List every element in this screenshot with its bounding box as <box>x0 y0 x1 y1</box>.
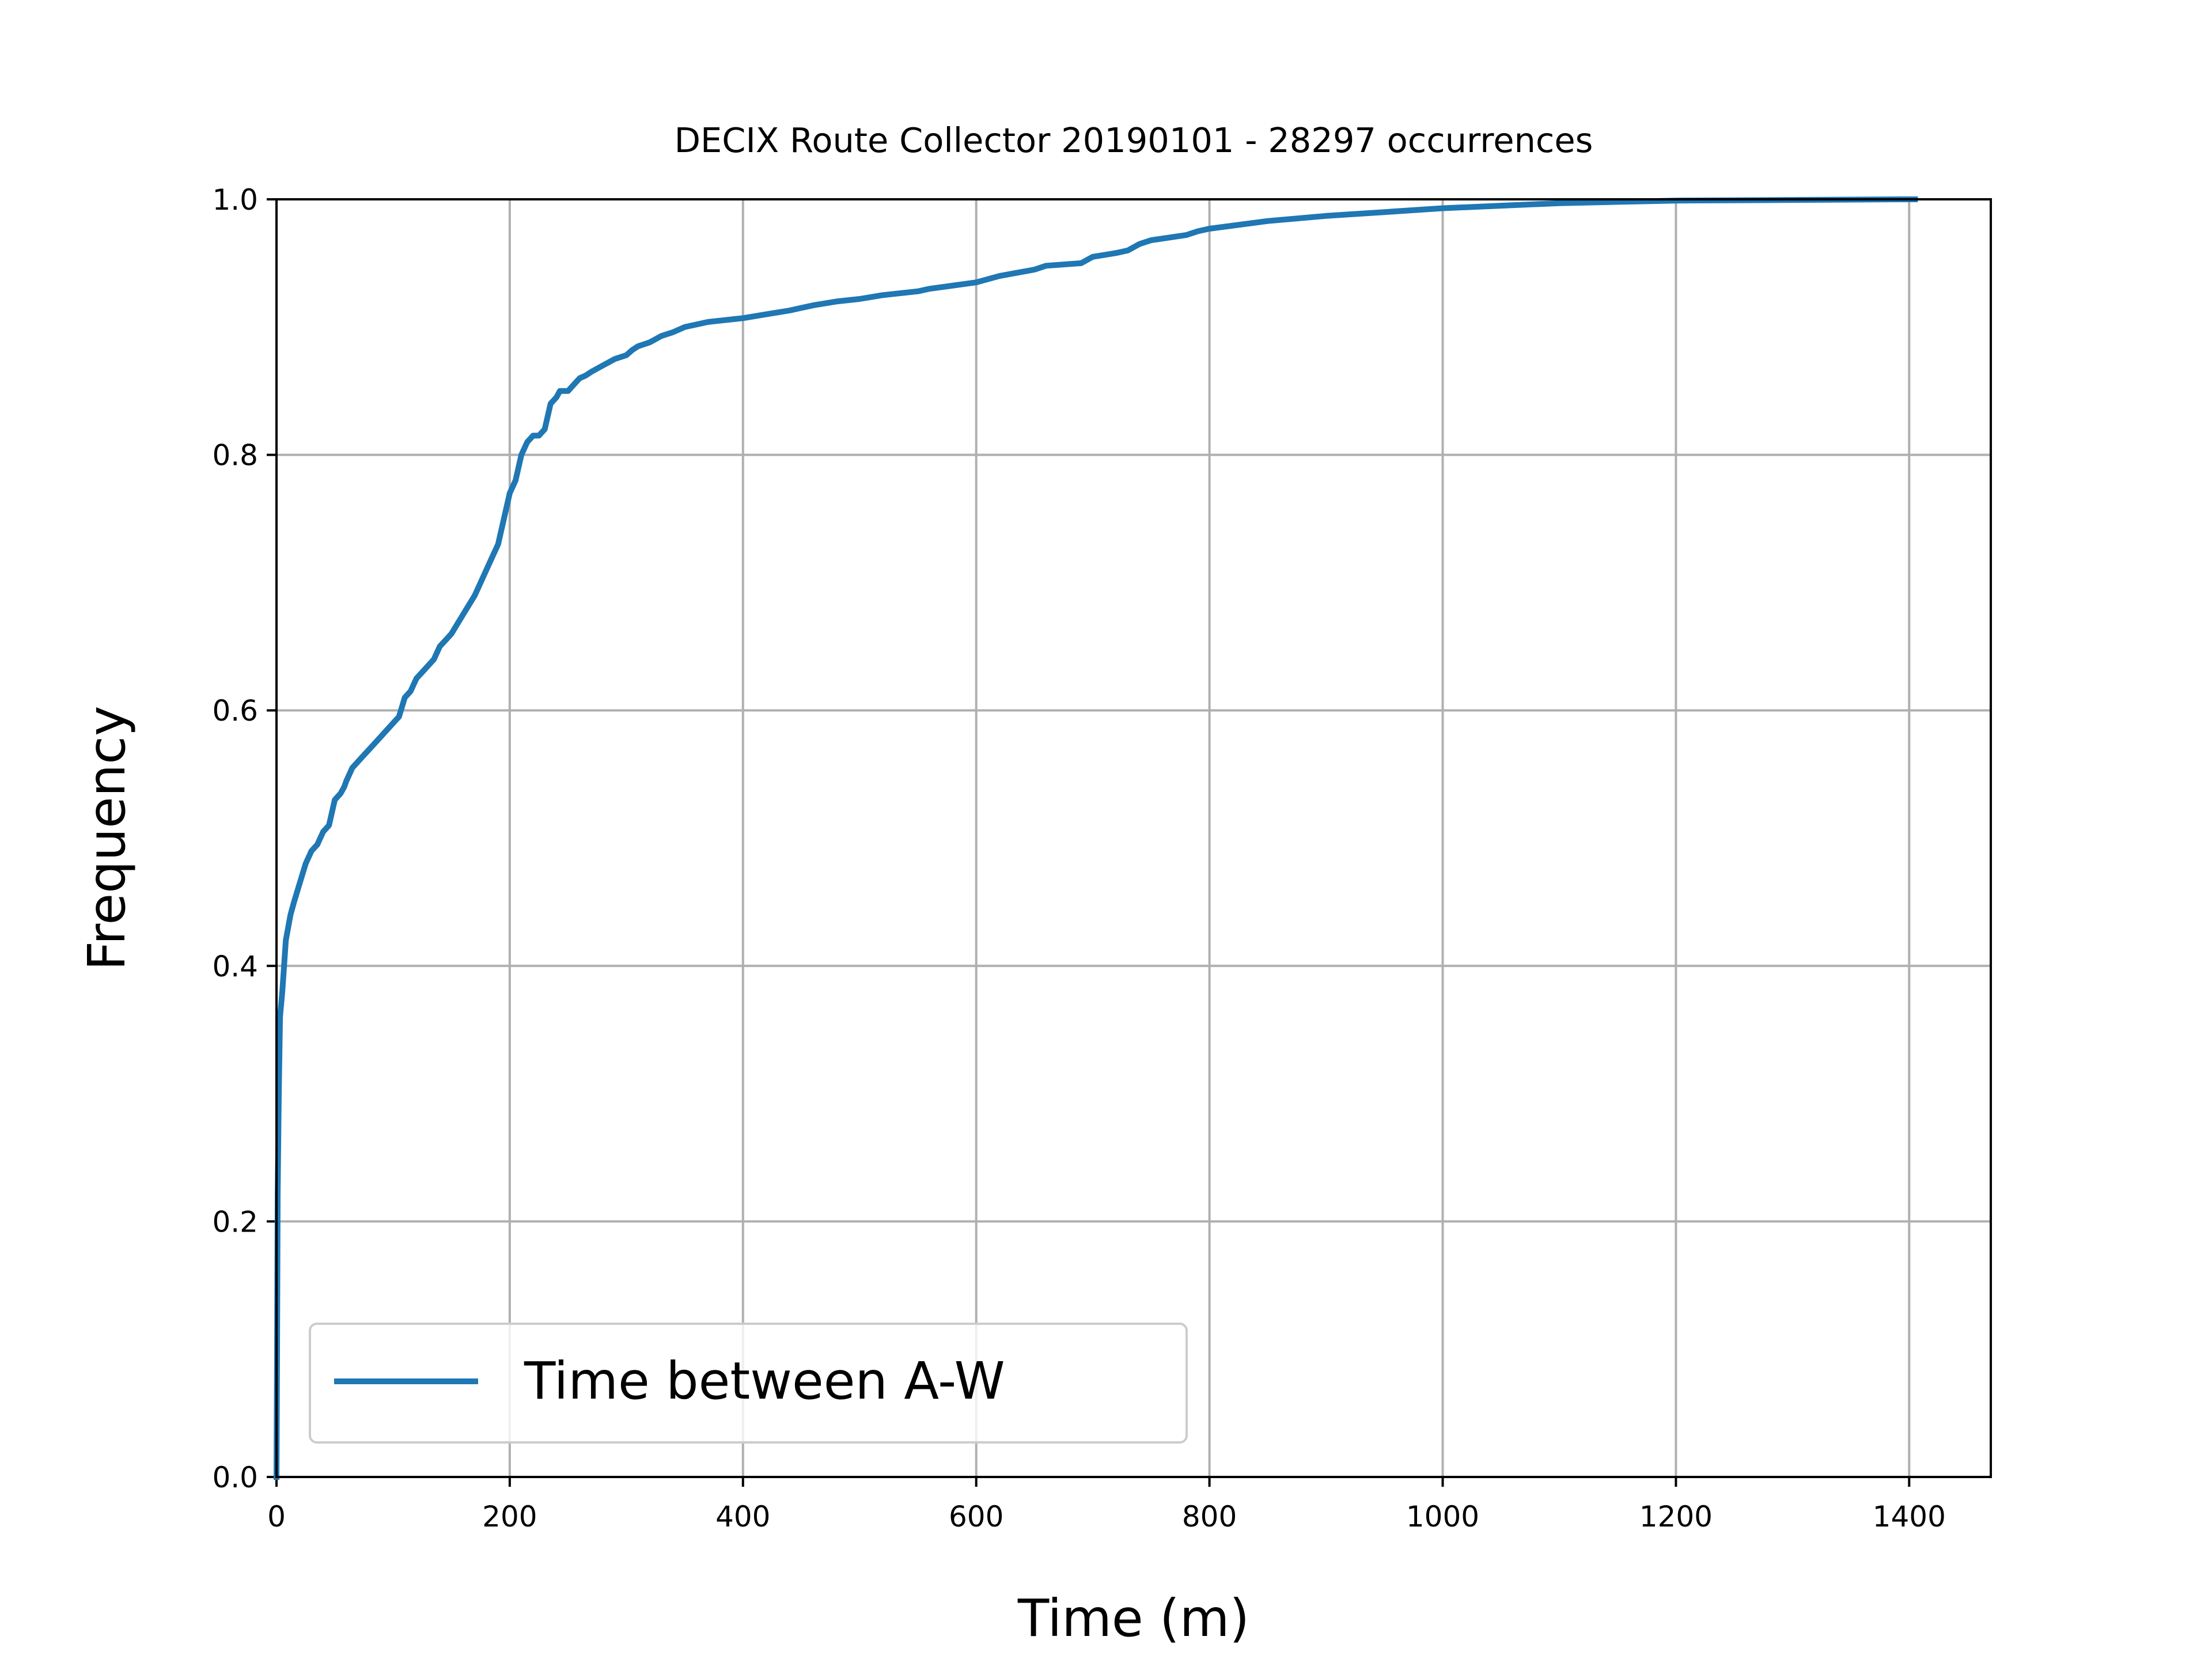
x-tick-label: 1000 <box>1406 1500 1479 1533</box>
chart-title: DECIX Route Collector 20190101 - 28297 o… <box>675 120 1593 160</box>
y-tick-label: 0.0 <box>212 1461 258 1494</box>
x-tick-label: 1400 <box>1873 1500 1946 1533</box>
y-tick-label: 1.0 <box>212 183 258 217</box>
legend-box <box>309 1323 1188 1444</box>
x-tick-label: 1200 <box>1639 1500 1713 1533</box>
y-tick-label: 0.4 <box>212 950 258 983</box>
legend: Time between A-W <box>309 1323 1188 1444</box>
x-tick-label: 600 <box>949 1500 1003 1533</box>
x-axis-label: Time (m) <box>1017 1588 1249 1648</box>
legend-label: Time between A-W <box>524 1351 1005 1411</box>
x-tick-label: 800 <box>1182 1500 1237 1533</box>
x-axis-ticks: 0 200 400 600 800 1000 1200 1400 <box>267 1477 1946 1533</box>
y-tick-label: 0.2 <box>212 1205 258 1238</box>
x-tick-label: 400 <box>715 1500 770 1533</box>
x-tick-label: 0 <box>267 1500 286 1533</box>
y-axis-label: Frequency <box>77 706 137 971</box>
series-line <box>273 196 1918 1480</box>
plot-frame <box>275 198 1992 1478</box>
y-axis-ticks: 0.0 0.2 0.4 0.6 0.8 1.0 <box>212 183 276 1494</box>
x-tick-label: 200 <box>482 1500 537 1533</box>
y-tick-label: 0.6 <box>212 694 258 728</box>
y-tick-label: 0.8 <box>212 439 258 472</box>
